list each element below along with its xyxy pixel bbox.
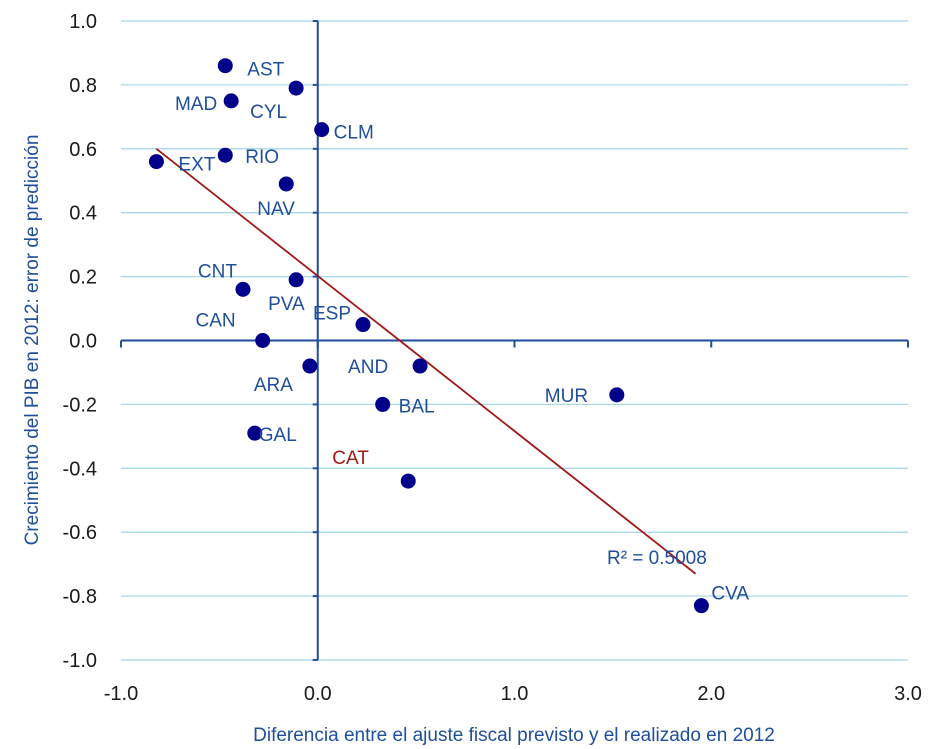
point-label-cnt: CNT: [198, 261, 237, 282]
data-point-ext: [148, 154, 164, 170]
y-tick-label-5: 0.0: [69, 331, 97, 353]
x-tick-label-4: 3.0: [894, 683, 922, 705]
point-label-nav: NAV: [257, 199, 295, 220]
point-labels: AST MAD CYL CLM EXT RIO NAV CNT PVA ESP CAN ARA AND B…: [175, 60, 749, 605]
point-label-ast: AST: [247, 60, 284, 81]
y-tick-label-9: -0.8: [63, 586, 97, 608]
data-point-cat: [400, 473, 416, 489]
x-tick-label-2: 1.0: [501, 683, 529, 705]
x-tick-label-0: -1.0: [104, 683, 138, 705]
axes: [120, 20, 909, 661]
y-tick-label-7: -0.4: [63, 458, 97, 480]
y-tick-label-1: 0.8: [69, 75, 97, 97]
data-point-pva: [288, 272, 304, 288]
y-tick-label-0: 1.0: [69, 11, 97, 33]
point-label-esp: ESP: [313, 304, 351, 325]
y-tick-label-10: -1.0: [63, 650, 97, 672]
data-point-gal: [247, 425, 263, 441]
data-point-bal: [375, 396, 391, 412]
data-points: [148, 58, 709, 614]
x-tick-label-3: 2.0: [697, 683, 725, 705]
point-label-cyl: CYL: [250, 102, 287, 123]
data-point-rio: [217, 147, 233, 163]
y-tick-label-2: 0.6: [69, 139, 97, 161]
r-squared-annotation: R² = 0.5008: [607, 548, 707, 569]
point-label-clm: CLM: [334, 123, 374, 144]
data-point-can: [255, 333, 271, 348]
x-tick-label-1: 0.0: [304, 683, 332, 705]
annotations: R² = 0.5008: [607, 548, 707, 569]
point-label-ext: EXT: [178, 155, 215, 176]
data-point-cyl: [288, 80, 304, 96]
data-point-clm: [314, 122, 330, 138]
y-tick-label-4: 0.2: [69, 267, 97, 289]
trendline-group: [155, 148, 697, 575]
y-axis-title: Crecimiento del PIB en 2012: error de pr…: [22, 135, 43, 546]
tick-labels: 1.0 0.8 0.6 0.4 0.2 0.0 -0.2 -0.4 -0.6 -0.8 -1.0 -1…: [63, 11, 922, 705]
data-point-ast: [217, 58, 233, 74]
y-tick-label-6: -0.2: [63, 394, 97, 416]
data-point-nav: [278, 176, 294, 192]
trendline: [155, 148, 697, 575]
point-label-mad: MAD: [175, 94, 217, 115]
x-axis-title: Diferencia entre el ajuste fiscal previs…: [253, 725, 775, 746]
data-point-ara: [302, 358, 318, 374]
data-point-cva: [693, 598, 709, 614]
data-point-mad: [223, 93, 239, 109]
point-label-pva: PVA: [268, 294, 305, 315]
data-point-and: [412, 358, 428, 374]
point-label-mur: MUR: [545, 386, 588, 407]
point-label-can: CAN: [196, 311, 236, 332]
point-label-rio: RIO: [245, 147, 279, 168]
point-label-cva: CVA: [711, 584, 749, 605]
data-point-cnt: [235, 281, 251, 297]
point-label-gal: GAL: [259, 425, 297, 446]
y-tick-label-3: 0.4: [69, 203, 97, 225]
point-label-cat: CAT: [332, 448, 369, 469]
point-label-ara: ARA: [254, 375, 293, 396]
data-point-esp: [355, 317, 371, 333]
y-tick-label-8: -0.6: [63, 522, 97, 544]
point-label-bal: BAL: [399, 396, 435, 417]
data-point-mur: [609, 387, 625, 403]
point-label-and: AND: [348, 357, 388, 378]
